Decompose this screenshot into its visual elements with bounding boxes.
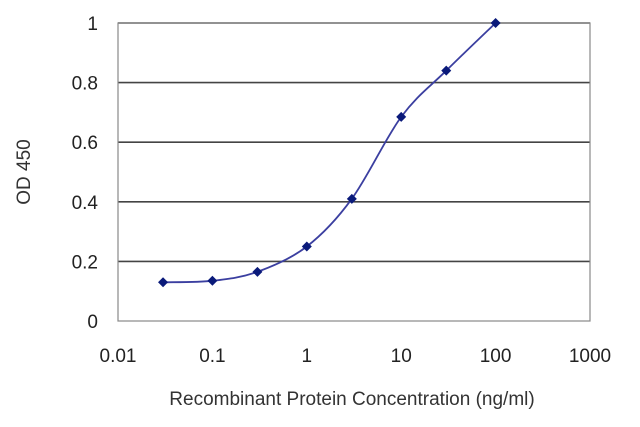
data-point xyxy=(490,18,501,28)
data-point xyxy=(396,111,407,122)
y-axis-tick-labels: 0 0.2 0.4 0.6 0.8 1 xyxy=(72,14,99,333)
data-point xyxy=(301,241,312,252)
series-layer xyxy=(162,22,497,284)
x-tick-label: 1 xyxy=(302,346,313,367)
x-tick-label: 100 xyxy=(480,346,512,367)
data-point xyxy=(346,193,357,204)
plot-area-border xyxy=(117,22,591,322)
y-tick-label: 0.2 xyxy=(72,252,98,273)
data-point xyxy=(158,277,169,288)
x-tick-label: 0.1 xyxy=(199,346,225,367)
y-tick-label: 0.8 xyxy=(72,74,98,95)
x-tick-label: 10 xyxy=(391,346,412,367)
x-axis-tick-labels: 0.01 0.1 1 10 100 1000 xyxy=(100,346,612,367)
y-tick-label: 0 xyxy=(87,312,98,333)
x-axis-title: Recombinant Protein Concentration (ng/ml… xyxy=(169,389,534,410)
data-point xyxy=(252,266,263,277)
data-point xyxy=(441,65,452,76)
y-axis-title: OD 450 xyxy=(14,139,35,204)
grid-lines xyxy=(118,22,590,263)
x-tick-label: 1000 xyxy=(569,346,611,367)
data-point xyxy=(207,275,218,286)
y-tick-label: 0.4 xyxy=(72,193,99,214)
y-tick-label: 0.6 xyxy=(72,133,98,154)
series-line xyxy=(162,22,497,284)
data-points xyxy=(158,18,501,288)
y-tick-label: 1 xyxy=(87,14,98,35)
x-tick-label: 0.01 xyxy=(100,346,137,367)
